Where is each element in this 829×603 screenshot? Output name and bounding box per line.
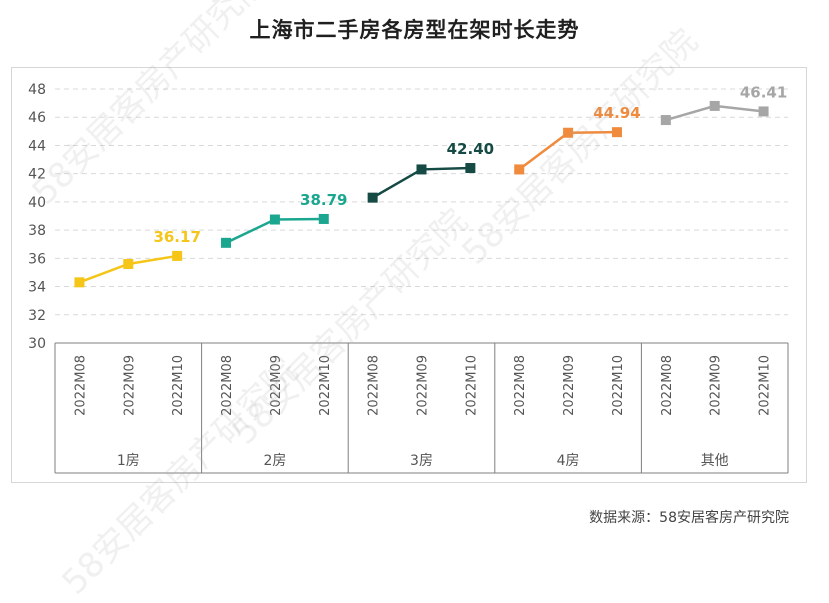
data-label: 38.79 <box>300 191 347 209</box>
data-label: 42.40 <box>447 140 494 158</box>
y-tick-label: 46 <box>28 110 46 126</box>
data-point <box>172 250 183 261</box>
x-tick-label: 2022M08 <box>220 355 235 416</box>
y-tick-label: 32 <box>28 308 46 324</box>
data-point <box>758 106 769 117</box>
x-tick-label: 2022M10 <box>318 355 333 416</box>
x-tick-label: 2022M09 <box>269 355 284 416</box>
y-tick-label: 30 <box>28 336 46 352</box>
source-note: 数据来源：58安居客房产研究院 <box>589 510 789 526</box>
x-tick-label: 2022M08 <box>513 355 528 416</box>
data-point <box>221 237 232 248</box>
x-tick-label: 2022M09 <box>709 355 724 416</box>
data-point <box>318 213 329 224</box>
data-point <box>611 127 622 138</box>
x-tick-label: 2022M09 <box>416 355 431 416</box>
x-tick-label: 2022M08 <box>73 355 88 416</box>
y-tick-label: 40 <box>28 195 46 211</box>
data-point <box>269 214 280 225</box>
data-point <box>660 115 671 126</box>
data-label: 36.17 <box>153 228 200 246</box>
data-point <box>563 127 574 138</box>
data-label: 44.94 <box>593 104 640 122</box>
series-line-3 <box>518 130 617 171</box>
chart-canvas: 30 32 34 36 38 40 42 44 46 48 36.17 2022M08 2022M09 2… <box>28 82 789 474</box>
group-label: 4房 <box>557 453 580 469</box>
x-tick-label: 2022M08 <box>367 355 382 416</box>
y-tick-label: 36 <box>28 251 46 267</box>
x-tick-label: 2022M10 <box>171 355 186 416</box>
x-tick-label: 2022M10 <box>758 355 773 416</box>
data-point <box>709 100 720 111</box>
x-tick-label: 2022M10 <box>464 355 479 416</box>
chart-frame <box>11 67 807 483</box>
y-tick-label: 42 <box>28 167 46 183</box>
data-point <box>416 164 427 175</box>
group-label: 1房 <box>117 453 140 469</box>
data-point <box>74 277 85 288</box>
y-tick-label: 38 <box>28 223 46 239</box>
data-point <box>465 163 476 174</box>
x-tick-label: 2022M08 <box>660 355 675 416</box>
y-tick-label: 44 <box>28 138 46 154</box>
group-label: 2房 <box>263 453 286 469</box>
data-point <box>367 192 378 203</box>
y-tick-label: 48 <box>28 82 46 98</box>
x-tick-label: 2022M09 <box>562 355 577 416</box>
data-point <box>514 164 525 175</box>
data-label: 46.41 <box>740 83 787 101</box>
data-point <box>123 258 134 269</box>
x-tick-label: 2022M09 <box>122 355 137 416</box>
group-label: 其他 <box>701 453 729 469</box>
x-tick-label: 2022M10 <box>611 355 626 416</box>
group-label: 3房 <box>410 453 433 469</box>
y-tick-label: 34 <box>28 280 46 296</box>
chart-title: 上海市二手房各房型在架时长走势 <box>249 18 580 42</box>
